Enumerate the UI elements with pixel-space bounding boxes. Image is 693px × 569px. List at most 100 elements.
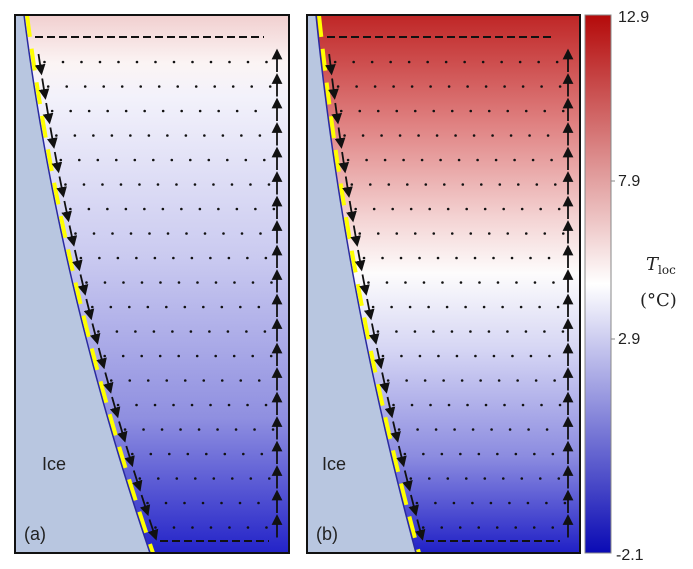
velocity-vector (459, 452, 462, 456)
velocity-vector (506, 330, 509, 333)
velocity-vector (383, 158, 387, 162)
velocity-arrow (38, 78, 50, 100)
velocity-vector (120, 85, 124, 88)
velocity-vector (516, 183, 520, 186)
velocity-vector (395, 330, 398, 333)
velocity-vector (233, 281, 236, 284)
velocity-vector (117, 60, 120, 64)
velocity-vector (450, 232, 454, 235)
velocity-vector (186, 452, 190, 456)
velocity-vector (80, 60, 83, 64)
velocity-vector (474, 354, 477, 358)
velocity-vector (413, 109, 417, 113)
velocity-arrow (368, 323, 380, 345)
velocity-vector (376, 109, 380, 113)
velocity-vector (217, 109, 220, 113)
velocity-vector (424, 183, 428, 186)
velocity-arrow (396, 445, 407, 468)
velocity-vector (510, 256, 514, 260)
velocity-vector (131, 452, 134, 456)
velocity-vector (231, 85, 235, 88)
velocity-vector (540, 85, 543, 88)
velocity-arrow (359, 274, 370, 296)
velocity-vector (230, 183, 234, 186)
velocity-vector (561, 330, 565, 333)
velocity-vector (177, 281, 181, 284)
velocity-vector (434, 501, 437, 505)
velocity-vector (405, 183, 409, 186)
velocity-vector (197, 428, 201, 431)
velocity-vector (246, 60, 250, 64)
velocity-arrow (103, 372, 114, 394)
velocity-vector (217, 207, 220, 211)
velocity-vector (370, 60, 374, 64)
velocity-vector (515, 281, 518, 284)
velocity-vector (479, 379, 482, 382)
velocity-vector (496, 452, 499, 456)
velocity-vector (459, 281, 463, 284)
panel-a (15, 15, 289, 553)
velocity-vector (482, 305, 486, 309)
velocity-vector (161, 109, 165, 113)
velocity-arrow (334, 127, 346, 149)
velocity-vector (140, 281, 144, 284)
velocity-vector (232, 354, 236, 358)
velocity-arrow (117, 421, 128, 443)
velocity-vector (343, 134, 346, 137)
velocity-vector (460, 379, 464, 382)
velocity-vector (372, 207, 376, 211)
velocity-vector (550, 158, 553, 162)
velocity-vector (116, 256, 120, 260)
velocity-vector (418, 256, 421, 260)
velocity-vector (242, 452, 245, 456)
velocity-vector (246, 256, 249, 260)
velocity-vector (153, 256, 157, 260)
velocity-vector (193, 477, 197, 480)
velocity-vector (484, 85, 488, 88)
velocity-arrow (325, 53, 336, 76)
velocity-vector (73, 134, 77, 137)
velocity-vector (179, 428, 182, 431)
velocity-arrow (139, 494, 151, 517)
velocity-vector (446, 477, 450, 480)
velocity-vector (185, 232, 188, 235)
velocity-vector (390, 305, 393, 309)
velocity-vector (333, 60, 337, 64)
panel-b-frame (306, 14, 581, 554)
velocity-vector (368, 183, 372, 186)
velocity-vector (432, 232, 436, 235)
velocity-vector (122, 281, 125, 284)
velocity-vector (408, 305, 412, 309)
velocity-vector (479, 183, 483, 186)
velocity-vector (417, 134, 420, 137)
velocity-vector (519, 305, 523, 309)
velocity-vector (260, 452, 264, 456)
velocity-vector (469, 232, 473, 235)
velocity-vector (490, 428, 493, 431)
velocity-vector (230, 477, 234, 480)
colorbar-tick-label: 2.9 (618, 331, 640, 348)
velocity-vector (491, 134, 494, 137)
velocity-vector (362, 256, 366, 260)
velocity-vector (160, 428, 164, 431)
velocity-vector (508, 501, 511, 505)
velocity-vector (227, 403, 231, 407)
velocity-vector (147, 134, 151, 137)
velocity-vector (102, 85, 106, 88)
velocity-vector (109, 305, 113, 309)
velocity-vector (367, 281, 370, 284)
velocity-vector (476, 158, 479, 162)
velocity-vector (271, 428, 275, 431)
colorbar-tick-label: -2.1 (616, 547, 644, 564)
velocity-vector (561, 232, 565, 235)
velocity-vector (209, 526, 213, 529)
velocity-vector (55, 134, 58, 137)
panel-a-frame (14, 14, 290, 554)
velocity-arrow (109, 396, 121, 419)
velocity-vector (98, 256, 101, 260)
velocity-vector (487, 232, 491, 235)
velocity-vector (263, 330, 267, 333)
velocity-vector (101, 183, 104, 186)
velocity-vector (516, 379, 519, 382)
velocity-vector (442, 379, 445, 382)
